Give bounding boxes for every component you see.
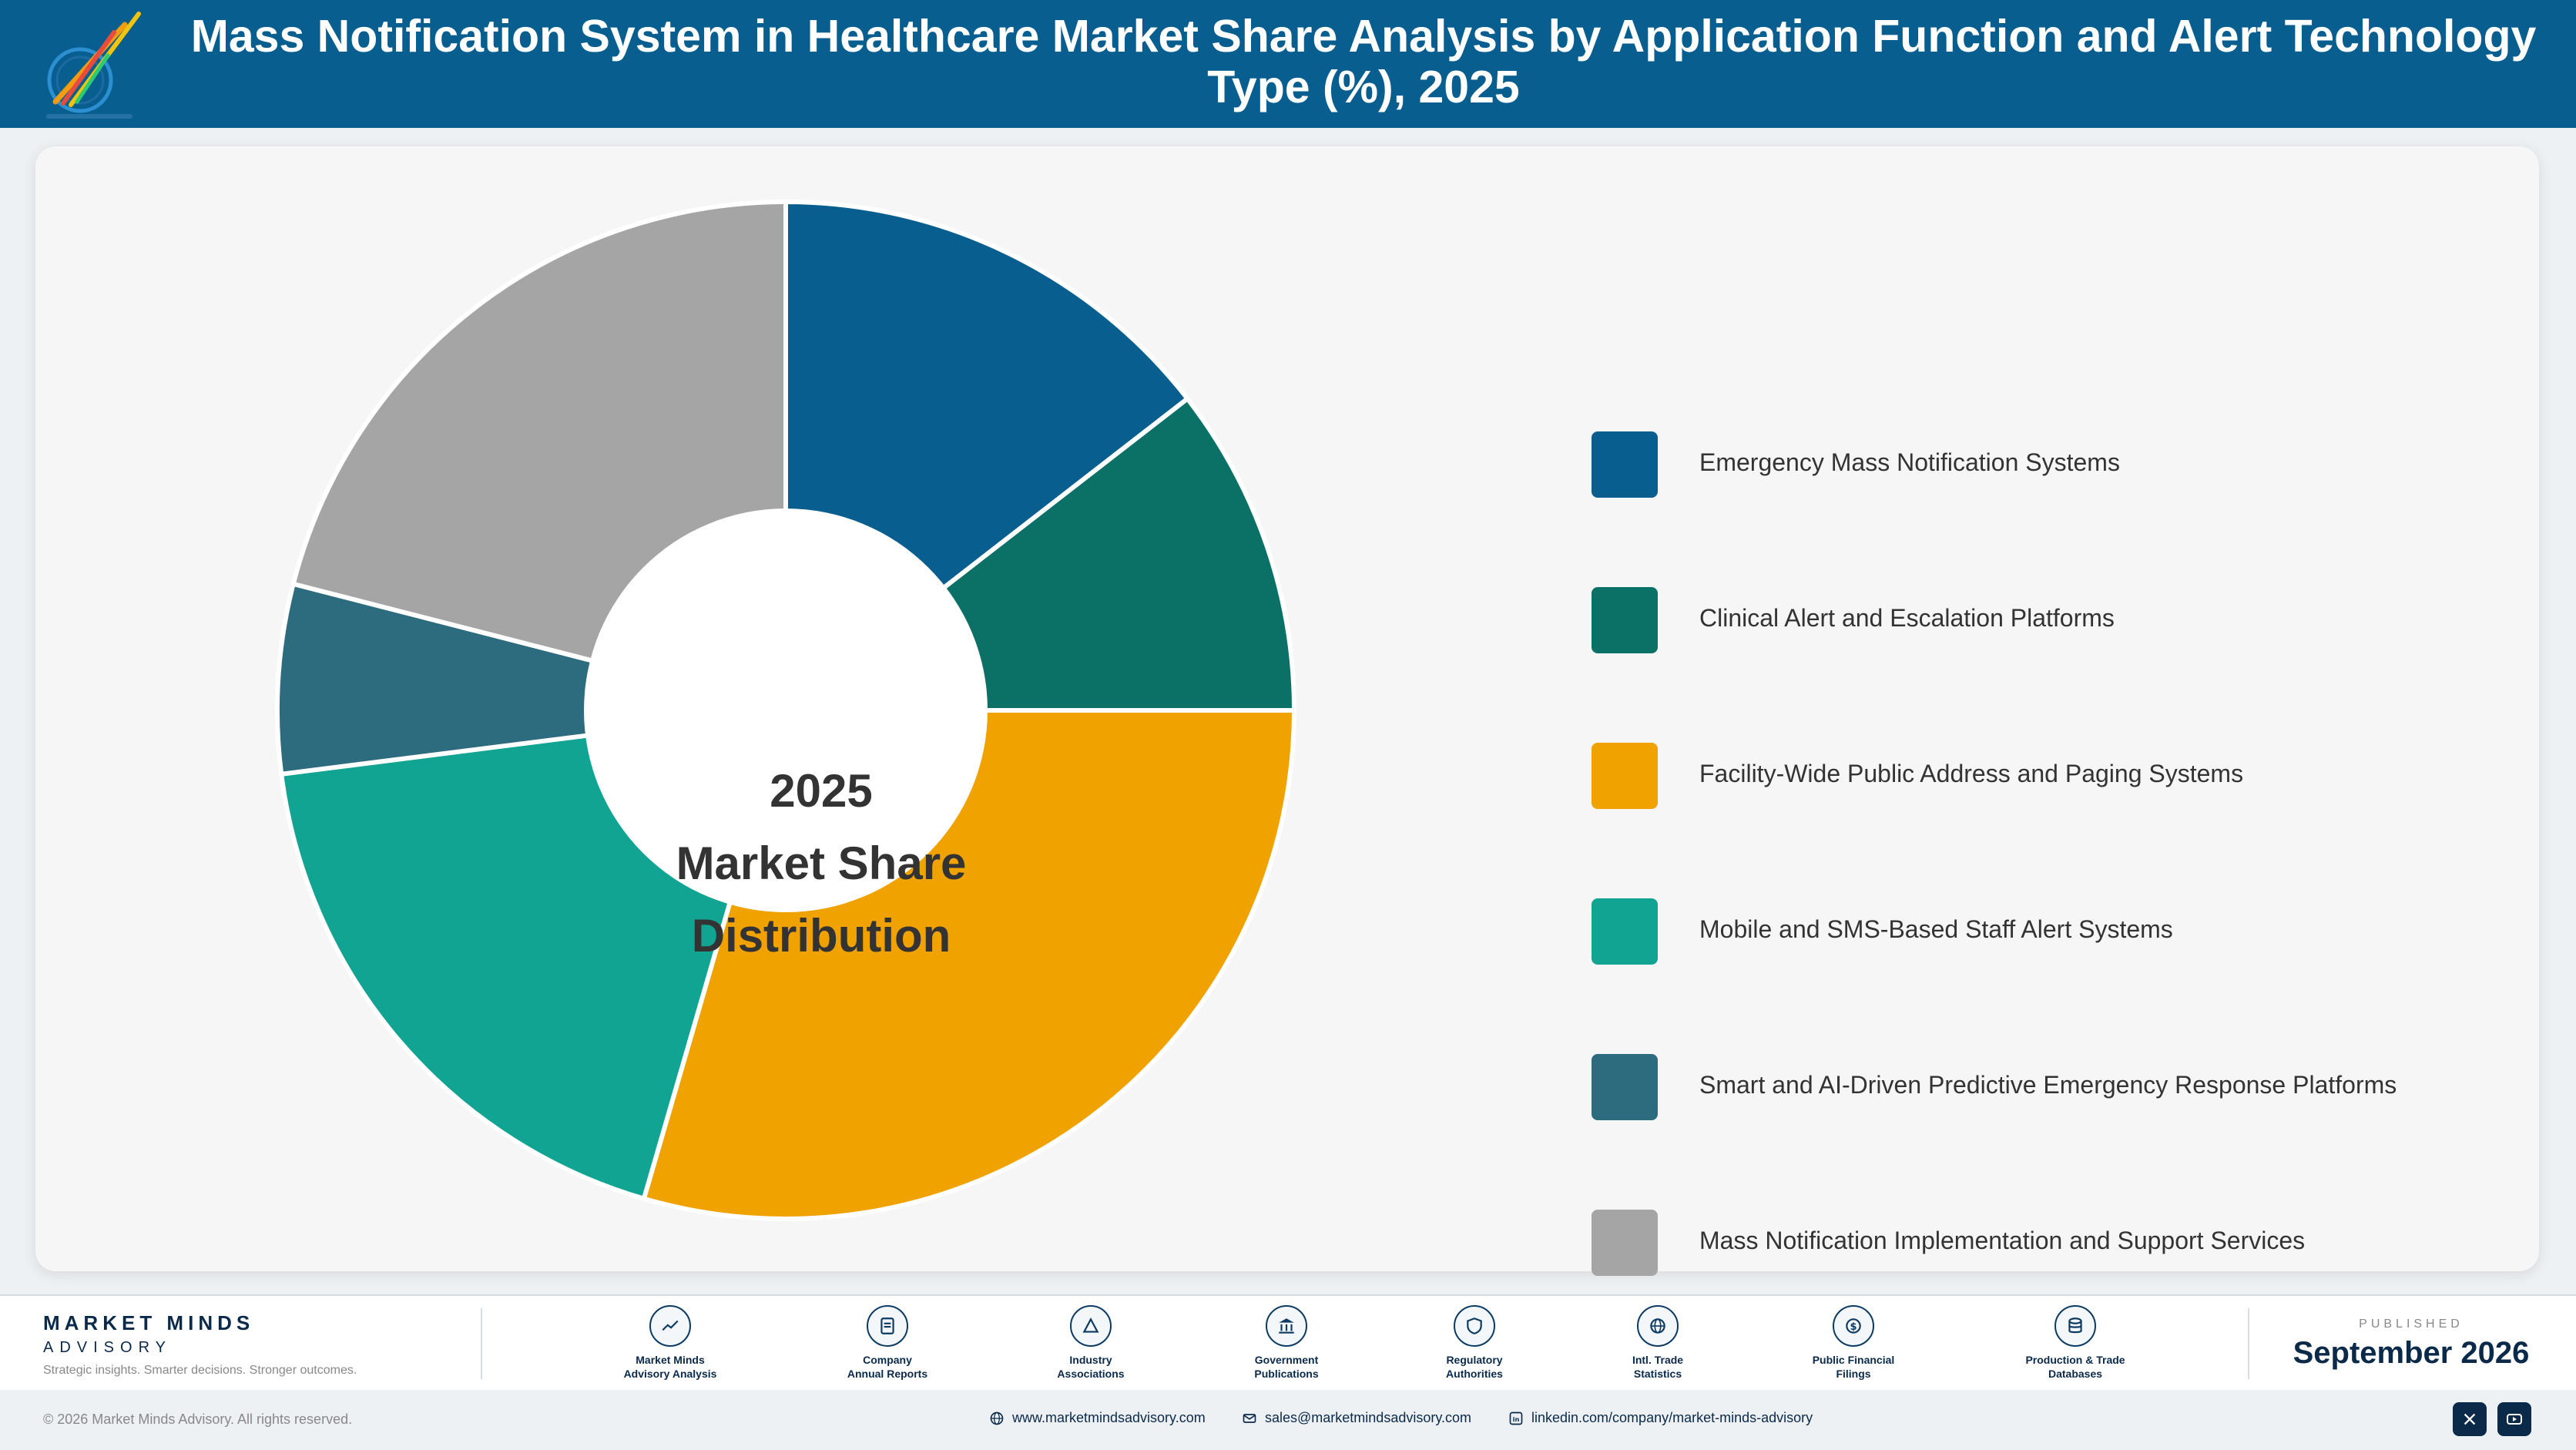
company-logo — [46, 12, 141, 119]
source-label: Annual Reports — [847, 1368, 928, 1380]
linkedin-link[interactable]: in linkedin.com/company/market-minds-advi… — [1508, 1410, 1813, 1426]
email-link[interactable]: sales@marketmindsadvisory.com — [1242, 1410, 1471, 1426]
x-social-button[interactable] — [2453, 1402, 2487, 1436]
legend-item: Clinical Alert and Escalation Platforms — [1592, 587, 2516, 653]
dollar-icon: $ — [1833, 1305, 1874, 1347]
published-label: PUBLISHED — [2359, 1317, 2464, 1331]
legend-swatch — [1592, 587, 1658, 653]
source-label: Databases — [2048, 1368, 2103, 1380]
legend-item: Emergency Mass Notification Systems — [1592, 431, 2516, 498]
header-bar: Mass Notification System in Healthcare M… — [0, 0, 2576, 128]
source-label: Market Minds — [636, 1354, 705, 1366]
legend-item: Facility-Wide Public Address and Paging … — [1592, 743, 2516, 809]
donut-hole — [584, 509, 988, 912]
svg-text:in: in — [1513, 1415, 1520, 1423]
source-label: Intl. Trade — [1632, 1354, 1684, 1366]
chart-card: 2025 Market Share Distribution Emergency… — [35, 146, 2539, 1276]
legend-label: Mobile and SMS-Based Staff Alert Systems — [1699, 915, 2173, 943]
footer: MARKET MINDS ADVISORY Strategic insights… — [0, 1294, 2576, 1390]
source-trade-statistics: Intl. Trade Statistics — [1573, 1305, 1742, 1381]
source-label: Industry — [1069, 1354, 1112, 1366]
center-label-line-3: Distribution — [691, 910, 951, 962]
brand-tagline: Strategic insights. Smarter decisions. S… — [43, 1364, 357, 1377]
linkedin-icon: in — [1509, 1411, 1523, 1425]
legend-label: Mass Notification Implementation and Sup… — [1699, 1227, 2306, 1254]
source-label: Government — [1254, 1354, 1319, 1366]
divider — [481, 1308, 482, 1379]
source-label: Filings — [1836, 1368, 1871, 1380]
title-line-2: Type (%), 2025 — [1207, 62, 1520, 112]
svg-text:$: $ — [1850, 1321, 1857, 1333]
legend-label: Clinical Alert and Escalation Platforms — [1699, 604, 2115, 632]
copyright-text: © 2026 Market Minds Advisory. All rights… — [43, 1411, 353, 1427]
email-text: sales@marketmindsadvisory.com — [1265, 1410, 1472, 1425]
brand-name: MARKET MINDS — [43, 1311, 255, 1334]
source-market-minds: Market Minds Advisory Analysis — [585, 1305, 755, 1381]
source-label: Authorities — [1446, 1368, 1503, 1380]
network-icon — [1070, 1305, 1112, 1347]
source-regulatory-authorities: Regulatory Authorities — [1390, 1305, 1559, 1381]
x-icon — [2464, 1413, 2476, 1425]
pie-slice-5 — [275, 581, 787, 777]
title-line-1: Mass Notification System in Healthcare M… — [190, 11, 2537, 62]
legend-item: Mass Notification Implementation and Sup… — [1592, 1210, 2516, 1276]
published-date: September 2026 — [2293, 1336, 2530, 1370]
donut-center-label: 2025 Market Share Distribution — [667, 755, 975, 972]
document-icon — [867, 1305, 908, 1347]
source-government-publications: Government Publications — [1202, 1305, 1371, 1381]
source-financial-filings: $ Public Financial Filings — [1769, 1305, 1938, 1381]
source-label: Statistics — [1633, 1368, 1682, 1380]
mail-icon — [1243, 1414, 1256, 1424]
youtube-icon — [2507, 1414, 2522, 1425]
donut-chart — [275, 199, 1297, 1221]
legend-label: Emergency Mass Notification Systems — [1699, 448, 2120, 476]
brand-subtitle: ADVISORY — [43, 1339, 172, 1356]
shield-icon — [1454, 1305, 1495, 1347]
source-label: Company — [863, 1354, 912, 1366]
legend-label: Smart and AI-Driven Predictive Emergency… — [1699, 1071, 2397, 1099]
legend-swatch — [1592, 431, 1658, 498]
legend-swatch — [1592, 898, 1658, 965]
legend-swatch — [1592, 1054, 1658, 1120]
source-trade-databases: Production & Trade Databases — [1991, 1305, 2160, 1381]
globe-icon — [1637, 1305, 1679, 1347]
database-icon — [2054, 1305, 2096, 1347]
source-label: Publications — [1254, 1368, 1319, 1380]
bottom-bar: © 2026 Market Minds Advisory. All rights… — [0, 1390, 2576, 1450]
source-label: Associations — [1057, 1368, 1125, 1380]
source-label: Advisory Analysis — [623, 1368, 717, 1380]
source-label: Production & Trade — [2025, 1354, 2125, 1366]
center-label-year: 2025 — [770, 765, 873, 817]
source-company-reports: Company Annual Reports — [803, 1305, 972, 1381]
legend-label: Facility-Wide Public Address and Paging … — [1699, 760, 2244, 787]
page-title: Mass Notification System in Healthcare M… — [169, 11, 2558, 112]
website-text: www.marketmindsadvisory.com — [1012, 1410, 1206, 1425]
source-industry-associations: Industry Associations — [1006, 1305, 1176, 1381]
globe-icon — [990, 1411, 1004, 1425]
linkedin-text: linkedin.com/company/market-minds-adviso… — [1531, 1410, 1813, 1425]
source-label: Public Financial — [1812, 1354, 1895, 1366]
government-icon — [1266, 1305, 1307, 1347]
legend-swatch — [1592, 1210, 1658, 1276]
legend-swatch — [1592, 743, 1658, 809]
center-label-line-2: Market Share — [676, 837, 967, 889]
trend-icon — [649, 1305, 691, 1347]
source-label: Regulatory — [1446, 1354, 1503, 1366]
legend-item: Mobile and SMS-Based Staff Alert Systems — [1592, 898, 2516, 965]
youtube-social-button[interactable] — [2497, 1402, 2531, 1436]
website-link[interactable]: www.marketmindsadvisory.com — [989, 1410, 1206, 1426]
divider — [2248, 1308, 2249, 1379]
legend-item: Smart and AI-Driven Predictive Emergency… — [1592, 1054, 2516, 1120]
